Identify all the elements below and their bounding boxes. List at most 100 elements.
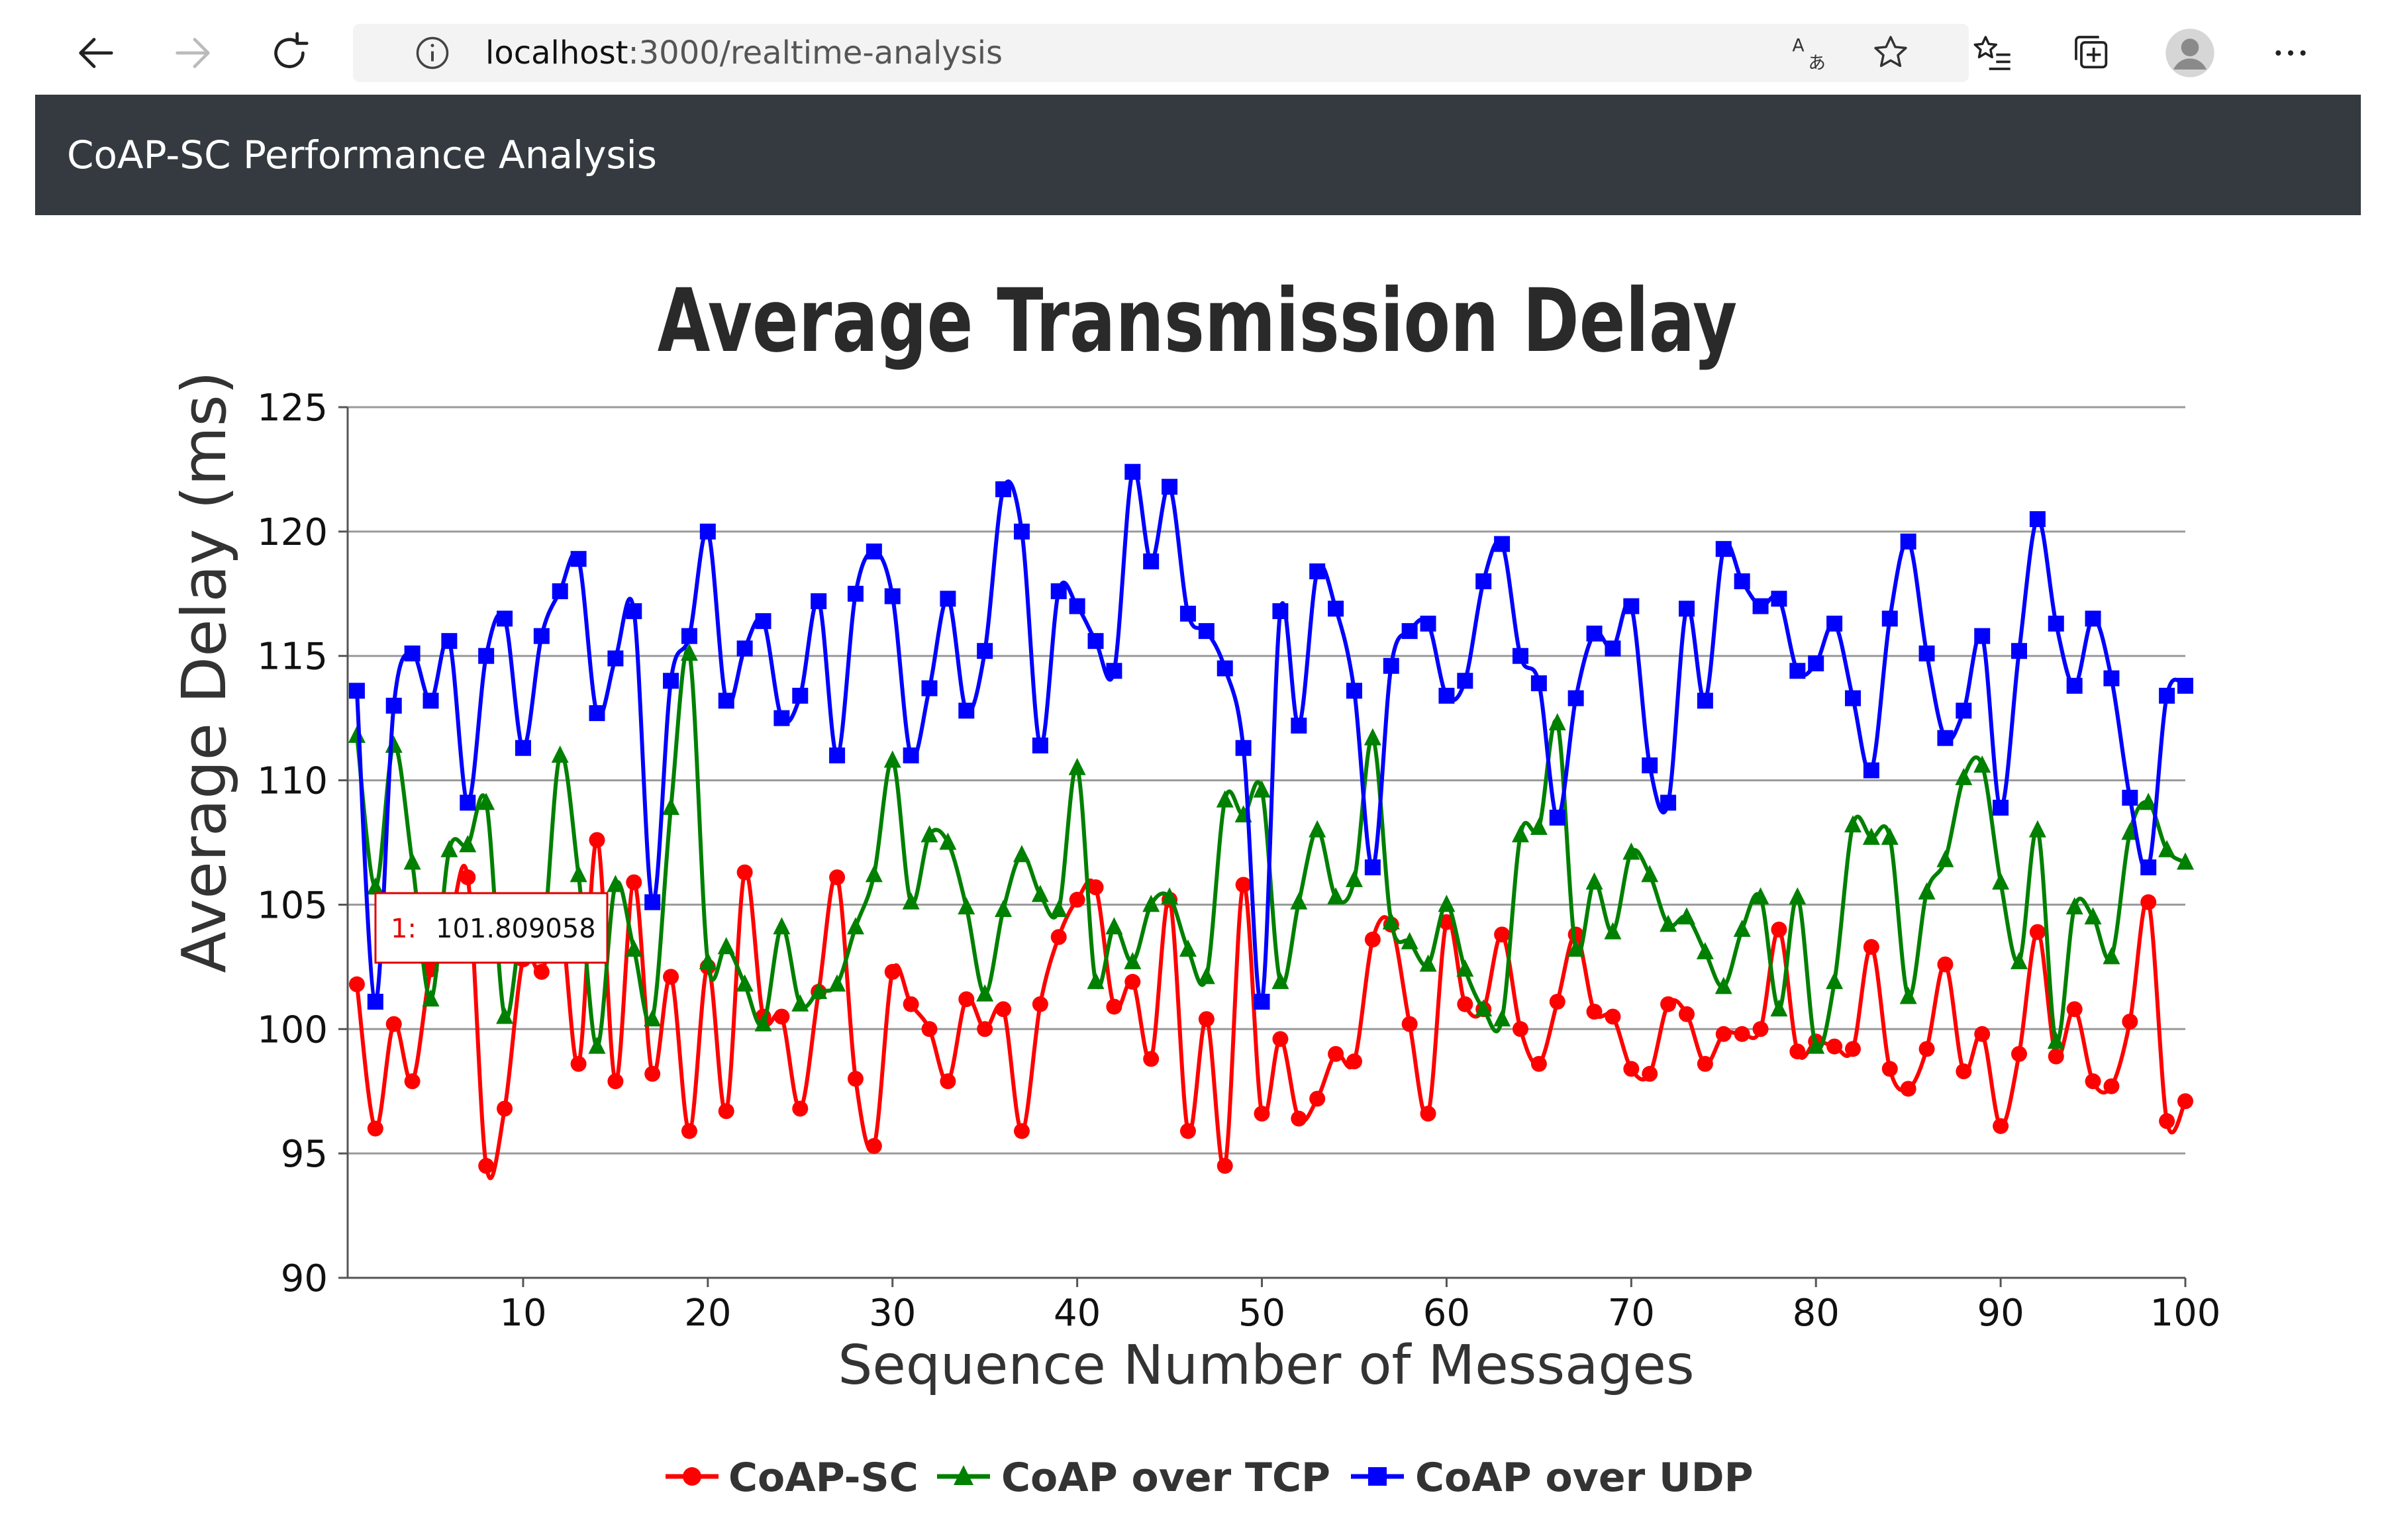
data-point [995, 899, 1013, 917]
more-icon[interactable] [2258, 20, 2324, 86]
data-point [792, 1100, 809, 1117]
data-point [1863, 762, 1879, 779]
data-point [1345, 869, 1363, 887]
data-point [1124, 951, 1142, 969]
app-navbar: CoAP-SC Performance Analysis [35, 95, 2361, 215]
navbar-brand[interactable]: CoAP-SC Performance Analysis [67, 132, 657, 177]
back-arrow-icon[interactable] [63, 20, 129, 86]
data-point [1235, 877, 1252, 893]
address-bar[interactable]: localhost:3000/realtime-analysis [353, 24, 1969, 82]
data-point [1974, 1026, 1991, 1042]
favorite-star-icon[interactable] [1858, 20, 1924, 86]
y-tick-label: 100 [257, 1008, 328, 1051]
data-point [607, 875, 624, 892]
data-point [1863, 939, 1879, 955]
series-coap-over-udp [348, 463, 2193, 1010]
data-point [1623, 598, 1640, 614]
data-point [1328, 1045, 1344, 1062]
collections-icon[interactable] [2059, 20, 2125, 86]
series-coap-over-tcp [348, 643, 2194, 1054]
data-point [2177, 852, 2194, 870]
data-point [995, 1001, 1012, 1018]
data-point [1124, 463, 1141, 480]
data-point [1530, 675, 1547, 692]
data-point [977, 643, 993, 659]
profile-avatar-icon[interactable] [2157, 20, 2223, 86]
data-point [1382, 912, 1400, 930]
data-point [1272, 1031, 1289, 1047]
url-text[interactable]: localhost:3000/realtime-analysis [485, 26, 1003, 79]
y-tick-label: 125 [257, 387, 328, 430]
data-point [1217, 660, 1233, 677]
data-point [663, 969, 679, 985]
data-point [589, 832, 605, 848]
data-point [663, 673, 679, 689]
data-point [1881, 827, 1899, 845]
data-point [2140, 793, 2158, 810]
data-point [1937, 730, 1954, 746]
data-point [1254, 1106, 1270, 1122]
data-point [1179, 605, 1196, 622]
data-point [1069, 891, 1085, 908]
refresh-icon[interactable] [256, 20, 323, 86]
series-line [354, 467, 2187, 1006]
data-point [1974, 628, 1991, 644]
data-point [736, 640, 753, 657]
chart-title: Average Transmission Delay [658, 269, 1737, 371]
data-point [1918, 882, 1936, 900]
x-axis-ticks: 10 20 30 40 50 60 70 80 90 100 [499, 1278, 2220, 1335]
data-point [1808, 655, 1824, 671]
data-point [699, 951, 717, 969]
data-point [644, 1009, 662, 1027]
data-point [1623, 1061, 1640, 1077]
data-point [1013, 523, 1030, 540]
data-point [626, 603, 642, 620]
data-point [1346, 1053, 1362, 1070]
legend-item[interactable]: CoAP over TCP [937, 1455, 1330, 1501]
data-point [958, 702, 975, 719]
data-point [1032, 996, 1048, 1012]
favorites-list-icon[interactable] [1960, 20, 2026, 86]
data-point [1198, 1011, 1215, 1028]
data-point [644, 894, 661, 910]
data-point [1956, 1063, 1972, 1080]
data-point [496, 1006, 514, 1024]
data-point [921, 680, 938, 697]
data-point [1217, 1157, 1233, 1174]
data-point [718, 1103, 734, 1120]
data-point [846, 917, 864, 935]
data-point [920, 825, 938, 843]
data-point [1457, 673, 1473, 689]
data-point [1530, 817, 1548, 835]
data-point [1031, 885, 1049, 902]
data-point [2140, 894, 2157, 910]
y-axis-label: Average Delay (ms) [169, 371, 240, 973]
data-point [1826, 1038, 1843, 1055]
forward-arrow-icon[interactable] [160, 20, 226, 86]
data-point [829, 747, 846, 763]
legend-item[interactable]: CoAP-SC [666, 1455, 919, 1501]
data-point [2122, 1014, 2138, 1030]
legend-marker [1368, 1467, 1387, 1486]
legend-marker [954, 1465, 973, 1485]
data-point [2028, 820, 2046, 838]
data-point [773, 710, 790, 726]
data-point [1494, 536, 1511, 552]
data-point [1604, 922, 1622, 939]
data-point [1844, 1041, 1861, 1057]
data-point [1937, 956, 1954, 973]
data-point [1419, 954, 1437, 972]
chart-legend[interactable]: CoAP-SC CoAP over TCP CoAP over UDP [666, 1455, 1754, 1501]
data-point [1567, 690, 1584, 706]
data-point [1642, 1065, 1658, 1082]
series-layer [348, 463, 2194, 1180]
info-icon[interactable] [413, 33, 452, 73]
svg-text:あ: あ [1808, 53, 1826, 73]
data-point [902, 892, 920, 910]
legend-item[interactable]: CoAP over UDP [1351, 1455, 1754, 1501]
data-point [2158, 840, 2176, 857]
data-point [1733, 920, 1751, 937]
data-point [1918, 645, 1935, 661]
